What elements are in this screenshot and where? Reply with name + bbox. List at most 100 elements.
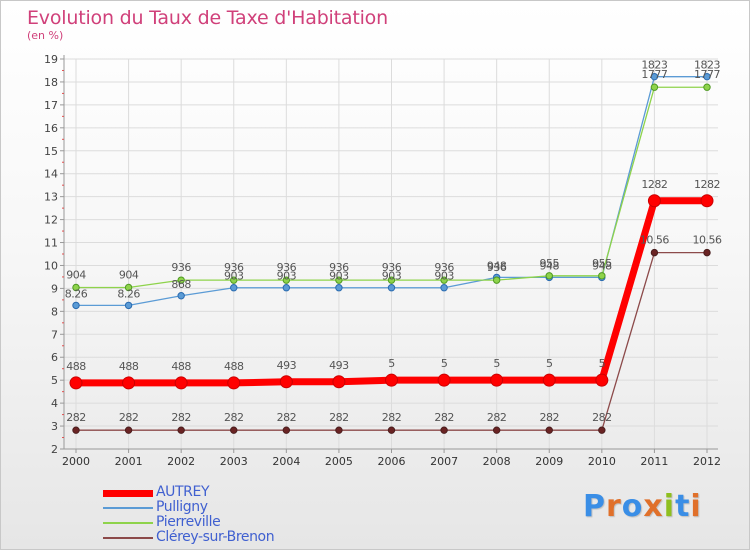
data-label: 5 [546, 357, 553, 370]
data-point [598, 272, 606, 280]
data-point [72, 426, 80, 434]
y-tick-label: 11 [44, 237, 58, 250]
data-label: 488 [171, 360, 191, 373]
data-label: 8.26 [117, 287, 140, 300]
y-tick-label: 3 [51, 420, 58, 433]
data-label: 904 [66, 268, 86, 281]
brand-letter: o [621, 489, 644, 524]
x-tick-label: 2001 [115, 455, 143, 468]
data-point [492, 276, 501, 284]
data-label: 5 [493, 357, 500, 370]
data-label: 1777 [694, 68, 720, 81]
data-label: 936 [487, 261, 507, 274]
data-label: 8.26 [65, 287, 88, 300]
y-tick-label: 6 [51, 351, 58, 364]
data-label: 282 [66, 411, 86, 424]
data-label: 948 [487, 259, 507, 272]
data-point [703, 72, 711, 81]
data-point [122, 376, 136, 390]
data-point [545, 272, 553, 280]
legend-swatch [103, 522, 153, 524]
data-point [703, 248, 711, 257]
data-point [124, 283, 133, 292]
x-tick-label: 2012 [693, 455, 721, 468]
data-label: 948 [592, 259, 612, 272]
data-label: 282 [592, 411, 612, 424]
legend-label: Pulligny [156, 499, 208, 515]
chart-unit-note: (en %) [27, 29, 64, 42]
data-point [230, 276, 238, 284]
data-label: 903 [329, 270, 349, 283]
data-point [335, 426, 343, 434]
data-label: 868 [171, 278, 191, 291]
x-tick-label: 2005 [325, 455, 353, 468]
data-point [650, 83, 659, 91]
data-label: 1777 [641, 68, 667, 81]
data-label: 488 [119, 360, 139, 373]
data-label: 1282 [694, 178, 720, 191]
data-label: 936 [329, 261, 349, 274]
data-point [279, 375, 293, 389]
legend-label: Pierreville [156, 514, 221, 530]
data-labels: 282 282 282 282 282 282 282 282 282 282 282 10.56 10… [66, 234, 722, 425]
x-tick-label: 2009 [535, 455, 563, 468]
data-label: 936 [277, 261, 297, 274]
y-tick-label: 7 [51, 328, 58, 341]
x-tick-label: 2000 [62, 455, 90, 468]
data-point [387, 276, 396, 284]
data-point [282, 276, 291, 284]
data-label: 955 [540, 257, 560, 270]
series-autrey [69, 194, 714, 390]
x-tick-label: 2006 [378, 455, 406, 468]
data-labels: 488 488 488 488 493 493 5 5 5 5 5 1282 1282 [66, 178, 720, 373]
data-point [72, 301, 80, 310]
y-tick-label: 9 [51, 282, 58, 295]
y-tick-label: 15 [44, 145, 58, 158]
data-label: 1823 [694, 59, 720, 72]
data-point [490, 373, 504, 387]
data-point [598, 426, 606, 434]
legend-swatch [103, 507, 153, 509]
y-tick-label: 18 [44, 76, 58, 89]
data-label: 282 [540, 411, 560, 424]
data-point [177, 426, 185, 434]
x-tick-label: 2007 [430, 455, 458, 468]
x-tick-label: 2010 [588, 455, 616, 468]
y-tick-label: 2 [51, 443, 58, 456]
data-label: 5 [388, 357, 395, 370]
data-point [335, 276, 343, 284]
data-point [332, 375, 346, 389]
y-tick-label: 12 [44, 214, 58, 227]
data-label: 903 [224, 270, 244, 283]
data-point [650, 248, 659, 257]
data-point [700, 194, 714, 208]
data-label: 955 [592, 257, 612, 270]
x-tick-label: 2004 [272, 455, 300, 468]
data-label: 282 [224, 411, 244, 424]
data-point [387, 426, 396, 434]
data-point [595, 373, 609, 387]
data-point [545, 426, 553, 434]
y-tick-label: 14 [44, 168, 58, 181]
data-label: 282 [487, 411, 507, 424]
data-labels: 904 904 936 936 936 936 936 936 936 955 955 1777 177… [66, 68, 721, 281]
data-point [227, 376, 241, 390]
brand-logo: Proxiti [583, 489, 702, 524]
x-tick-label: 2011 [640, 455, 668, 468]
y-tick-label: 16 [44, 122, 58, 135]
data-label: 282 [329, 411, 349, 424]
data-label: 936 [224, 261, 244, 274]
brand-letter: r [606, 489, 622, 524]
data-label: 903 [434, 270, 454, 283]
data-point [387, 284, 396, 292]
data-label: 5 [599, 357, 606, 370]
brand-letter: i [663, 489, 676, 524]
data-point [385, 373, 398, 387]
data-label: 488 [66, 360, 86, 373]
data-point [647, 194, 661, 208]
data-label: 10.56 [693, 234, 722, 247]
data-label: 5 [441, 357, 448, 370]
brand-letter: P [583, 489, 606, 524]
y-tick-label: 19 [44, 53, 58, 66]
